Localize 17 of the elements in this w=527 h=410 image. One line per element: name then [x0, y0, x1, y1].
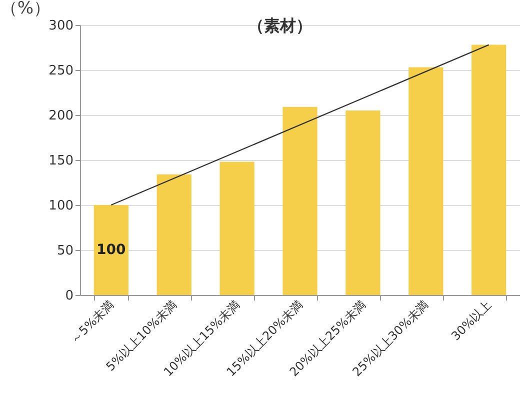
y-axis-title: （%） [0, 0, 50, 18]
y-tick-label: 0 [65, 288, 74, 304]
y-tick-label: 200 [48, 108, 74, 124]
y-tick-label: 300 [48, 18, 74, 34]
y-tick-label: 100 [48, 198, 74, 214]
bar [220, 162, 254, 295]
bar [346, 110, 380, 295]
y-tick-label: 250 [48, 64, 74, 78]
bar [408, 67, 444, 295]
y-tick-label: 50 [56, 244, 74, 258]
bar [282, 106, 318, 295]
y-tick-label: 150 [48, 154, 74, 168]
bar [156, 174, 192, 295]
bar [94, 205, 128, 295]
chart-title: （素材） [248, 16, 312, 35]
data-label: 100 [96, 242, 126, 258]
bar [472, 44, 506, 295]
